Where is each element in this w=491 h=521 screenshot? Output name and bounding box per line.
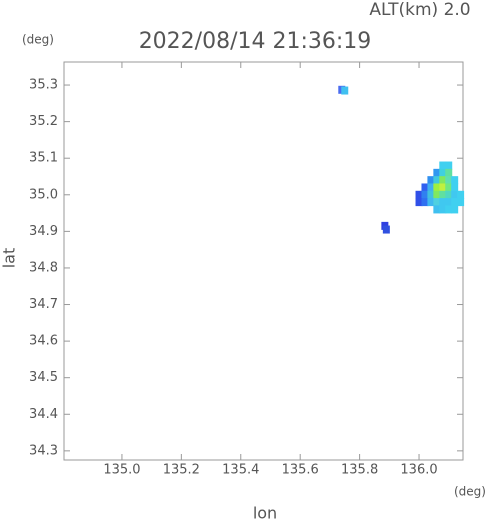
echo-cell [433,198,441,207]
echo-cell [439,168,447,177]
echo-cell [457,198,465,207]
echo-cell [421,183,429,192]
y-tick-label: 34.6 [29,334,58,349]
x-tick-label: 135.4 [222,463,259,478]
y-tick-label: 34.9 [29,224,58,239]
x-unit: (deg) [454,485,486,499]
echo-cell [415,190,423,199]
echo-cell [427,176,435,185]
altitude-label: ALT(km) 2.0 [369,0,470,20]
echo-cell [439,183,447,192]
x-axis-label: lon [253,504,277,521]
y-tick-label: 35.3 [29,78,58,93]
y-tick-label: 35.2 [29,114,58,129]
echo-cell [445,183,453,192]
echo-cell [451,176,459,185]
echo-cell [445,161,453,170]
y-axis-label: lat [0,248,19,269]
echo-cell [439,198,447,207]
x-tick-label: 135.2 [163,463,200,478]
echo-cell [445,205,453,214]
y-tick-label: 35.1 [29,151,58,166]
y-tick-label: 35.0 [29,187,58,202]
echo-cell [433,190,441,199]
echo-cell [445,198,453,207]
echo-cell [445,190,453,199]
x-tick-label: 135.6 [282,463,319,478]
echo-cell [421,190,429,199]
y-unit: (deg) [22,33,54,47]
echo-cell [451,198,459,207]
x-tick-label: 135.0 [103,463,140,478]
echo-cell [427,183,435,192]
y-tick-label: 34.4 [29,407,58,422]
echo-cell [433,168,441,177]
echo-cell [451,205,459,214]
echo-cell [439,176,447,185]
y-tick-label: 34.8 [29,260,58,275]
x-tick-label: 135.8 [341,463,378,478]
echo-cell [451,190,459,199]
echo-cell [451,183,459,192]
y-tick-label: 34.7 [29,297,58,312]
echo-cell [415,198,423,207]
echo-cell [439,161,447,170]
echo-cell [445,168,453,177]
echo-cell [433,176,441,185]
echo-cell [421,198,429,207]
plot-frame [63,61,464,461]
echo-cell [341,86,349,95]
echo-cell [382,225,390,234]
y-tick-label: 34.3 [29,443,58,458]
echo-cell [427,190,435,199]
chart-title: 2022/08/14 21:36:19 [139,29,372,54]
echo-cell [445,176,453,185]
echo-cell [433,183,441,192]
echo-cell [427,198,435,207]
y-tick-label: 34.5 [29,370,58,385]
echo-cell [433,205,441,214]
x-tick-label: 136.0 [400,463,437,478]
echo-cell [457,190,465,199]
echo-cell [439,190,447,199]
echo-cell [439,205,447,214]
